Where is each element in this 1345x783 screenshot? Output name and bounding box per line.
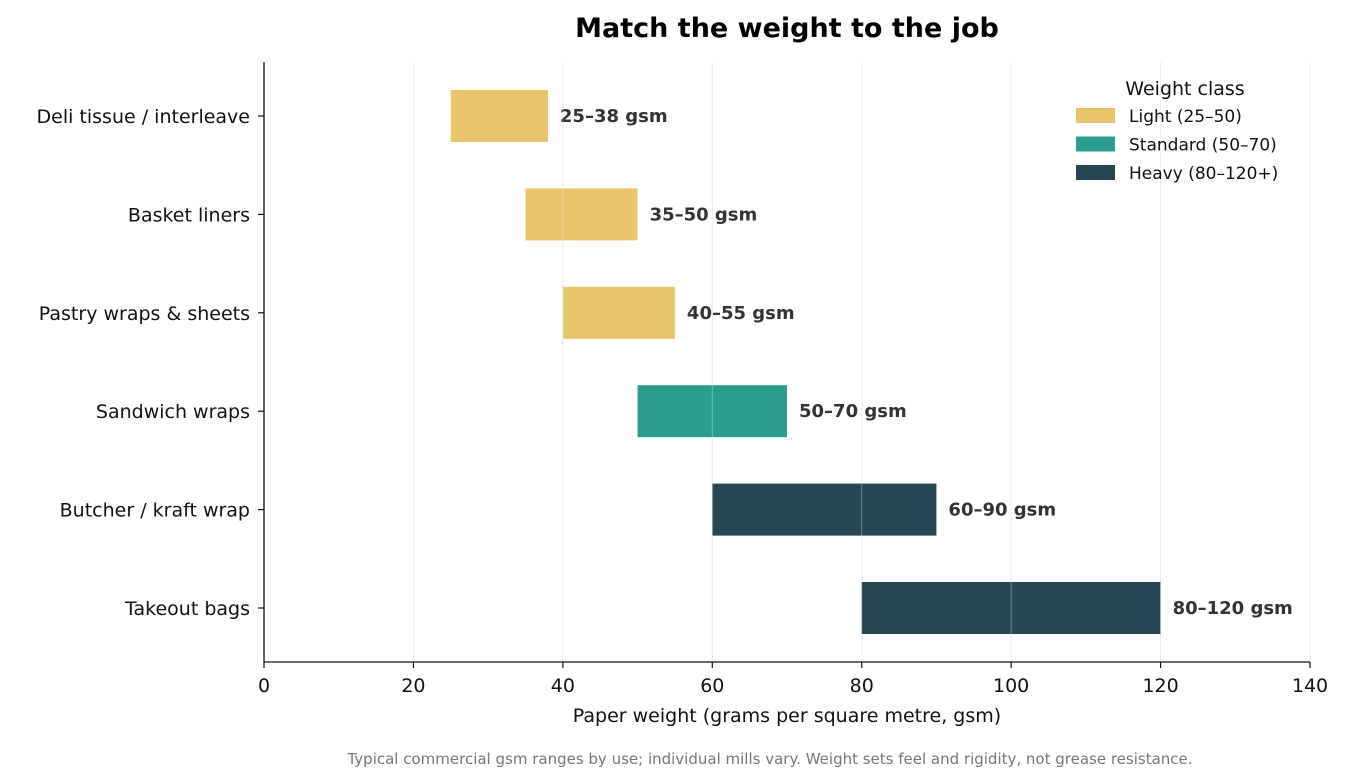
- bars: 25–38 gsm 35–50 gsm 40–55 gsm 50–70 gsm 60–9…: [412, 62, 1311, 662]
- x-tick-label: 140: [1292, 675, 1328, 697]
- y-tick-label: Basket liners: [128, 204, 250, 226]
- y-tick-label: Pastry wraps & sheets: [39, 303, 250, 325]
- y-tick-label: Butcher / kraft wrap: [60, 500, 250, 522]
- x-tick-label: 60: [700, 675, 724, 697]
- legend-swatch: [1076, 108, 1115, 123]
- x-axis-label: Paper weight (grams per square metre, gs…: [573, 705, 1001, 727]
- bar-data-label: 25–38 gsm: [560, 106, 668, 127]
- y-tick-label: Sandwich wraps: [96, 401, 250, 423]
- range-bar: [450, 90, 548, 142]
- y-tick-label: Takeout bags: [124, 598, 250, 620]
- legend-swatch: [1076, 165, 1115, 180]
- x-tick-label: 40: [551, 675, 575, 697]
- bar-data-label: 80–120 gsm: [1173, 598, 1293, 619]
- axes: 0 20 40 60 80 100 120 140 Deli tissue / interlea…: [37, 62, 1328, 697]
- range-bar: [712, 483, 937, 536]
- bar-data-label: 40–55 gsm: [687, 303, 795, 324]
- gridlines: [412, 62, 1311, 662]
- x-tick-label: 20: [401, 675, 425, 697]
- bar-data-label: 50–70 gsm: [799, 401, 907, 422]
- footnote: Typical commercial gsm ranges by use; in…: [346, 750, 1192, 768]
- range-bar: [525, 188, 638, 241]
- legend-entry-label: Standard (50–70): [1129, 136, 1277, 156]
- range-bar: [861, 582, 1161, 634]
- range-bar: [562, 286, 675, 339]
- legend: Weight class Light (25–50) Standard (50–70…: [1076, 78, 1278, 184]
- x-tick-label: 0: [258, 675, 270, 697]
- bar-data-label: 35–50 gsm: [650, 204, 758, 225]
- bar-data-label: 60–90 gsm: [948, 500, 1056, 521]
- y-tick-label: Deli tissue / interleave: [37, 106, 250, 128]
- chart-title: Match the weight to the job: [575, 13, 999, 44]
- legend-entry-label: Light (25–50): [1129, 107, 1242, 127]
- legend-entry-label: Heavy (80–120+): [1129, 164, 1278, 184]
- x-tick-label: 80: [850, 675, 874, 697]
- range-bar: [637, 385, 787, 438]
- legend-swatch: [1076, 136, 1115, 152]
- x-tick-label: 100: [993, 675, 1029, 697]
- x-tick-label: 120: [1142, 675, 1178, 697]
- legend-title: Weight class: [1125, 78, 1244, 100]
